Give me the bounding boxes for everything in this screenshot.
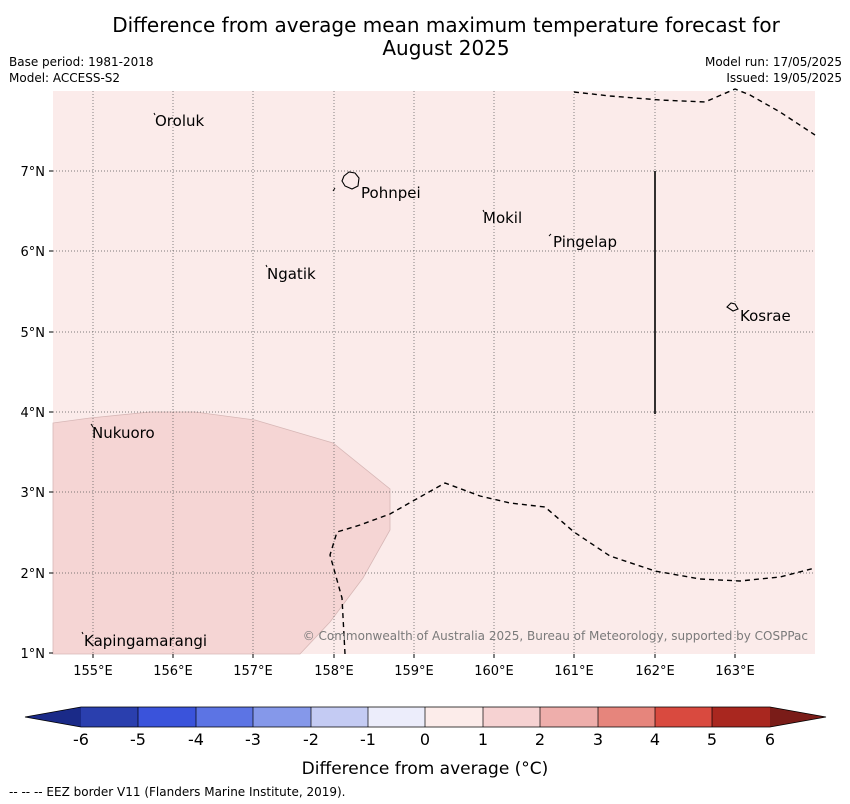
colorbar-tick-label: 5 <box>707 730 717 749</box>
atoll-marks <box>81 112 552 635</box>
eez-legend-line: -- -- -- EEZ border V11 (Flanders Marine… <box>9 785 346 799</box>
base-period: Base period: 1981-2018 <box>9 55 154 69</box>
kosrae-island-shape <box>726 302 739 312</box>
colorbar-tick-label: -2 <box>303 730 319 749</box>
colorbar-bin <box>311 707 369 727</box>
lat-label: 7°N <box>21 165 46 180</box>
colorbar-tick-labels: -6 -5 -4 -3 -2 -1 0 1 2 3 4 5 6 <box>73 730 775 749</box>
title-line-1: Difference from average mean maximum tem… <box>112 13 780 37</box>
lon-label: 159°E <box>394 664 434 679</box>
colorbar-tick-label: 4 <box>650 730 660 749</box>
colorbar-outline <box>24 706 827 728</box>
colorbar-tick-label: -1 <box>360 730 376 749</box>
model-name: Model: ACCESS-S2 <box>9 71 121 85</box>
colorbar: -6 -5 -4 -3 -2 -1 0 1 2 3 4 5 6 Differen… <box>24 706 827 779</box>
meta-right: Model run: 17/05/2025 Issued: 19/05/2025 <box>705 54 842 86</box>
colorbar-bin <box>540 707 598 727</box>
colorbar-tick-label: -4 <box>188 730 204 749</box>
eez-borders <box>329 88 816 655</box>
lat-label: 3°N <box>21 486 46 501</box>
lat-labels: 1°N 2°N 3°N 4°N 5°N 6°N 7°N <box>21 165 46 662</box>
place-labels: Oroluk Pohnpei Mokil Pingelap Ngatik Kos… <box>84 112 791 650</box>
colorbar-tick-label: 6 <box>765 730 775 749</box>
issued-date: Issued: 19/05/2025 <box>726 71 842 85</box>
colorbar-label: Difference from average (°C) <box>302 759 549 779</box>
colorbar-bin <box>483 707 541 727</box>
axis-ticks <box>49 170 736 658</box>
colorbar-bin <box>368 707 426 727</box>
title-line-2: August 2025 <box>382 36 510 60</box>
lat-label: 5°N <box>21 326 46 341</box>
place-label-nukuoro: Nukuoro <box>92 424 155 442</box>
colorbar-bin <box>712 707 770 727</box>
colorbar-bin <box>138 707 196 727</box>
lat-label: 6°N <box>21 245 46 260</box>
lon-label: 163°E <box>715 664 755 679</box>
place-label-mokil: Mokil <box>483 209 522 227</box>
colorbar-bin <box>598 707 656 727</box>
lon-label: 162°E <box>635 664 675 679</box>
meta-left: Base period: 1981-2018 Model: ACCESS-S2 <box>9 54 154 86</box>
colorbar-bin <box>425 707 483 727</box>
place-label-kapingamarangi: Kapingamarangi <box>84 632 207 650</box>
lat-label: 2°N <box>21 567 46 582</box>
colorbar-tick-label: -6 <box>73 730 89 749</box>
colorbar-bin <box>655 707 713 727</box>
place-label-pingelap: Pingelap <box>553 233 617 251</box>
colorbar-dividers <box>137 707 713 727</box>
lat-label: 4°N <box>21 406 46 421</box>
colorbar-under-arrow <box>25 707 81 727</box>
colorbar-tick-label: 1 <box>478 730 488 749</box>
place-label-kosrae: Kosrae <box>740 307 791 325</box>
pohnpei-island-shape <box>341 171 360 190</box>
lon-label: 155°E <box>73 664 113 679</box>
lon-label: 160°E <box>474 664 514 679</box>
copyright-text: © Commonwealth of Australia 2025, Bureau… <box>303 629 808 643</box>
islands <box>341 171 739 312</box>
colorbar-tick-label: -3 <box>245 730 261 749</box>
place-label-oroluk: Oroluk <box>155 112 204 130</box>
colorbar-bin <box>81 707 139 727</box>
lon-label: 158°E <box>314 664 354 679</box>
place-label-ngatik: Ngatik <box>267 265 316 283</box>
colorbar-bin <box>196 707 254 727</box>
lon-labels: 155°E 156°E 157°E 158°E 159°E 160°E 161°… <box>73 664 755 679</box>
colorbar-tick-label: 0 <box>420 730 430 749</box>
lon-label: 156°E <box>153 664 193 679</box>
colorbar-tick-label: 3 <box>593 730 603 749</box>
colorbar-tick-label: 2 <box>535 730 545 749</box>
lat-label: 1°N <box>21 647 46 662</box>
lon-label: 161°E <box>554 664 594 679</box>
colorbar-tick-label: -5 <box>130 730 146 749</box>
colorbar-bin <box>253 707 311 727</box>
place-label-pohnpei: Pohnpei <box>361 184 421 202</box>
lon-label: 157°E <box>233 664 273 679</box>
model-run: Model run: 17/05/2025 <box>704 55 842 69</box>
map-title: Difference from average mean maximum tem… <box>0 14 850 60</box>
colorbar-over-arrow <box>770 707 826 727</box>
